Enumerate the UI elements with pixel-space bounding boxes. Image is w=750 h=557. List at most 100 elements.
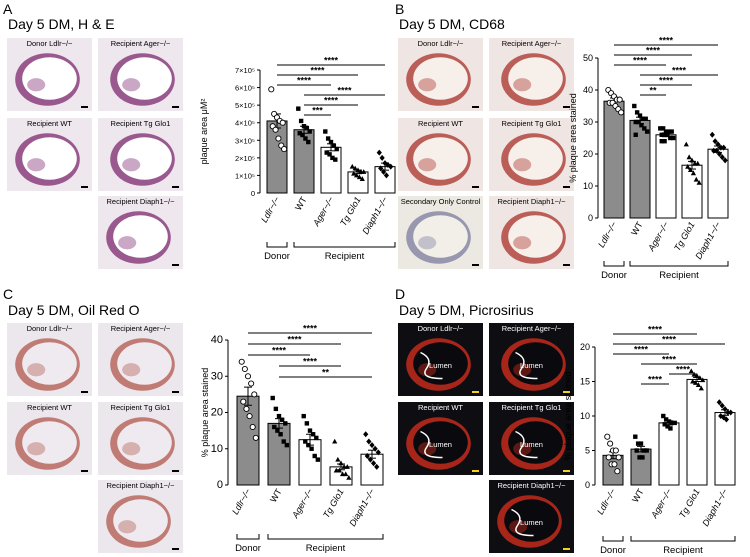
data-point [640, 116, 646, 121]
data-point [303, 136, 308, 141]
chart-d-picrosirius: % plaque area stained 0 5 10 15 20 Ldlr−/− WT Ag… [563, 325, 736, 556]
data-point [364, 453, 370, 459]
group-label-recipient: Recipient [663, 545, 703, 556]
panel-title-c: Day 5 DM, Oil Red O [8, 302, 140, 318]
data-point [243, 405, 250, 412]
data-point [363, 431, 369, 438]
x-tick-label: Tg Glo1 [338, 195, 363, 228]
data-point [296, 106, 301, 111]
scale-bar [563, 391, 570, 393]
data-point [686, 154, 692, 160]
significance-label: **** [648, 325, 663, 335]
data-point [665, 424, 670, 429]
data-point [352, 165, 358, 171]
data-point [723, 416, 730, 423]
micrograph-label: Recipient Ager−/− [501, 39, 562, 48]
data-point [612, 447, 619, 454]
y-tick-label: 5×10⁵ [235, 101, 255, 110]
x-tick-label: Diaph1−/− [347, 487, 376, 528]
scale-bar [563, 106, 570, 108]
data-point [268, 86, 275, 93]
scale-bar [172, 470, 179, 472]
data-point [659, 139, 664, 144]
micrograph-vessel-image [15, 53, 80, 106]
chart-b-cd68: % plaque area stained 0 10 20 30 40 50 Ldlr−/− W… [568, 36, 729, 281]
micrograph-label: Donor Ldlr−/− [26, 39, 73, 48]
lumen-label: Lumen [429, 361, 452, 370]
micrograph-d-1: Donor Ldlr−/− Lumen [398, 323, 483, 396]
x-tick-label: Ager−/− [649, 487, 674, 521]
data-point [309, 446, 314, 451]
micrograph-vessel-image [110, 133, 175, 186]
significance-label: **** [648, 375, 663, 385]
x-tick-label: Diaph1−/− [700, 487, 729, 528]
data-point [306, 139, 311, 145]
data-point [616, 96, 623, 103]
data-point [685, 164, 691, 169]
x-tick-label: Diaph1−/− [693, 220, 722, 261]
data-point [662, 139, 667, 144]
micrograph-b-5: Secondary Only Control [398, 196, 483, 269]
y-tick-label: 50 [583, 53, 593, 63]
data-point [270, 395, 275, 401]
x-tick-label: WT [293, 195, 309, 213]
micrograph-label: Recipient Tg Glo1 [501, 403, 562, 412]
micrograph-vessel-image [501, 338, 566, 391]
significance-label: **** [324, 96, 339, 106]
data-point [642, 126, 647, 131]
data-point [669, 129, 674, 134]
y-axis-label: plaque area μM² [199, 99, 209, 165]
significance-label: **** [646, 46, 661, 56]
micrograph-label: Donor Ldlr−/− [417, 324, 464, 333]
scale-bar [81, 106, 88, 108]
panel-letter-c: C [3, 286, 14, 302]
data-point [366, 438, 372, 445]
panel-title-b: Day 5 DM, CD68 [399, 16, 505, 32]
x-tick-label: Tg Glo1 [321, 487, 346, 520]
y-tick-label: 0 [588, 213, 593, 223]
data-point [632, 103, 637, 109]
micrograph-vessel-image [15, 417, 80, 470]
data-point [355, 167, 361, 173]
data-point [697, 375, 703, 381]
data-point [312, 453, 317, 459]
micrograph-a-3: Recipient WT [7, 118, 92, 191]
micrograph-label: Recipient Ager−/− [501, 324, 562, 333]
micrograph-label: Recipient Diaph1−/− [106, 481, 175, 490]
data-point [689, 157, 695, 163]
scale-bar [172, 391, 179, 393]
micrograph-label: Recipient Tg Glo1 [110, 403, 171, 412]
significance-label: **** [303, 357, 318, 367]
data-point [310, 432, 316, 437]
data-point [722, 406, 728, 413]
data-point [668, 426, 673, 431]
data-point [244, 373, 252, 380]
data-point [273, 406, 279, 412]
lumen-label: Lumen [520, 440, 543, 449]
micrograph-label: Recipient Ager−/− [110, 39, 171, 48]
significance-label: **** [659, 76, 674, 86]
chart-c-oil-red-o: % plaque area stained 0 10 20 30 40 Ldlr−/− WT A… [200, 324, 384, 554]
data-point [668, 135, 673, 141]
micrograph-label: Recipient WT [26, 403, 72, 412]
data-point [665, 132, 670, 137]
data-point [633, 132, 638, 137]
y-tick-label: 6×10⁵ [235, 84, 255, 93]
micrograph-d-3: Recipient WT Lumen [398, 402, 483, 475]
significance-label: **** [337, 86, 352, 96]
data-point [334, 146, 339, 152]
significance-label: *** [312, 106, 323, 116]
data-point [330, 155, 335, 161]
recipient-bracket [629, 261, 729, 267]
data-point [641, 448, 647, 453]
data-point [640, 455, 645, 460]
micrograph-a-4: Recipient Tg Glo1 [98, 118, 183, 191]
x-tick-label: WT [629, 220, 645, 238]
data-point [369, 442, 375, 449]
data-point [356, 174, 363, 180]
data-point [272, 424, 277, 430]
data-point [690, 378, 696, 384]
scale-bar [172, 548, 179, 550]
data-point [670, 135, 676, 141]
data-point [711, 147, 717, 154]
